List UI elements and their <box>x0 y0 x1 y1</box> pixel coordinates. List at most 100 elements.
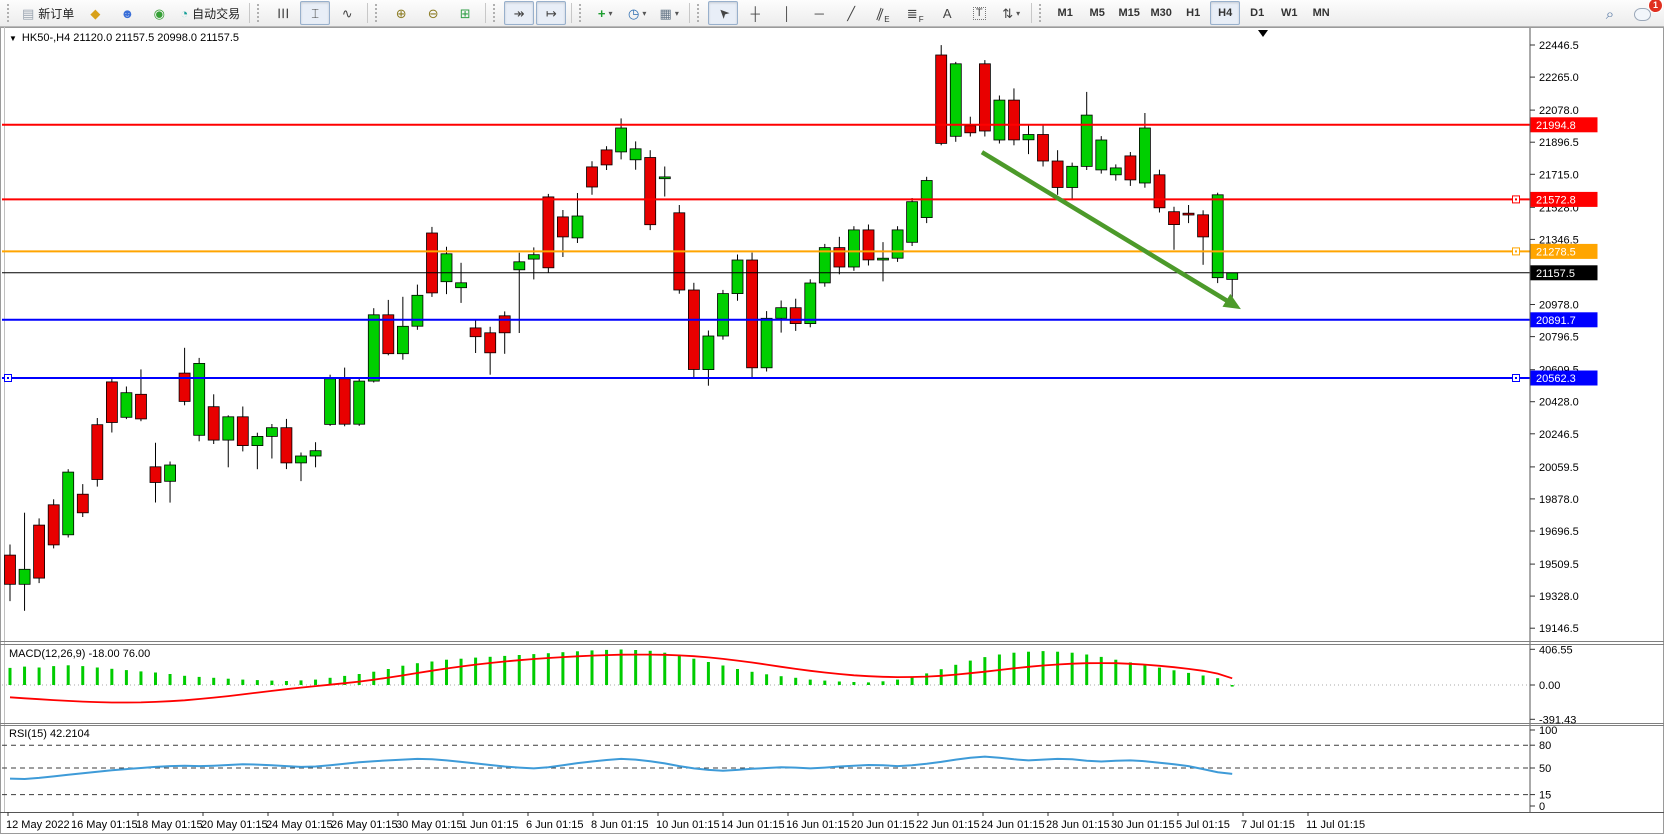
zoom-out-button[interactable]: ⊖ <box>418 1 448 25</box>
toolbar-separator <box>689 3 691 23</box>
timeframe-label: H4 <box>1218 7 1233 19</box>
new-order-button[interactable]: ▤ 新订单 <box>18 1 78 25</box>
chart-canvas[interactable]: 22446.522265.022078.021896.521715.021528… <box>0 27 1664 835</box>
autotrading-button[interactable]: ◔ 自动交易 <box>176 1 244 25</box>
price-tick-label: 19146.5 <box>1539 623 1579 635</box>
timeframe-m1-button[interactable]: M1 <box>1050 1 1080 25</box>
bar-chart-button[interactable]: ☰ <box>268 1 298 25</box>
level-lines-group[interactable] <box>2 123 1530 382</box>
text-button[interactable]: A <box>932 1 962 25</box>
chart-shift-icon: ↦ <box>545 5 557 21</box>
price-tick-label: 21715.0 <box>1539 169 1579 181</box>
autotrading-icon: ◔ <box>180 5 189 21</box>
time-tick-label: 1 Jun 01:15 <box>461 819 519 831</box>
timeframe-mn-button[interactable]: MN <box>1306 1 1336 25</box>
rsi-axis-label: 80 <box>1539 740 1551 752</box>
signals-icon: ◉ <box>153 5 165 21</box>
trendline-button[interactable]: ╱ <box>836 1 866 25</box>
vertical-line-button[interactable]: │ <box>772 1 802 25</box>
periods-button[interactable]: ◷ ▾ <box>622 1 652 25</box>
time-tick-label: 14 Jun 01:15 <box>721 819 785 831</box>
search-icon: ⌕ <box>1605 5 1615 23</box>
timeframe-h4-button[interactable]: H4 <box>1210 1 1241 25</box>
toolbar-grip[interactable] <box>257 4 264 22</box>
symbol-dropdown-icon[interactable]: ▼ <box>9 33 17 43</box>
timeframe-d1-button[interactable]: D1 <box>1242 1 1272 25</box>
trendline-icon: ╱ <box>847 5 856 21</box>
timeframe-h1-button[interactable]: H1 <box>1178 1 1208 25</box>
timeframe-label: W1 <box>1280 7 1298 19</box>
text-label-button[interactable]: T <box>964 1 994 25</box>
time-tick-label: 20 Jun 01:15 <box>851 819 915 831</box>
rsi-axis-label: 50 <box>1539 763 1551 775</box>
toolbar-grip[interactable] <box>697 4 704 22</box>
timeframe-label: M15 <box>1118 7 1140 19</box>
macd-indicator-label: MACD(12,26,9) -18.00 76.00 <box>9 648 151 660</box>
horizontal-line-icon: ─ <box>814 5 824 21</box>
zoom-in-button[interactable]: ⊕ <box>386 1 416 25</box>
timeframe-m5-button[interactable]: M5 <box>1082 1 1112 25</box>
toolbar-separator <box>571 3 573 23</box>
metaeditor-icon: ◆ <box>90 5 101 21</box>
price-badge-text: 20562.3 <box>1536 373 1576 385</box>
price-tick-label: 21896.5 <box>1539 137 1579 149</box>
vertical-line-icon: │ <box>783 5 792 21</box>
auto-scroll-button[interactable]: ↠ <box>504 1 535 25</box>
main-toolbar: ▤ 新订单 ◆ ☻ ◉ ◔ 自动交易 ☰ ⌶ ∿ ⊕ ⊖ ⊞ ↠ ↦ + ▾ ◷ ▾ ▦ ▾ ➤ ┼ │ ─ ╱ ∥ E ≣ F A T ⇅ ▾ M… <box>0 0 1664 27</box>
chart-title: ▼ HK50-,H4 21120.0 21157.5 20998.0 21157… <box>9 32 239 44</box>
tile-windows-button[interactable]: ⊞ <box>450 1 480 25</box>
community-button[interactable]: ☻ <box>112 1 142 25</box>
price-badge <box>1530 191 1598 207</box>
toolbar-grip[interactable] <box>375 4 382 22</box>
toolbar-grip[interactable] <box>493 4 500 22</box>
chevron-down-icon[interactable]: ▾ <box>608 8 613 18</box>
crosshair-button[interactable]: ┼ <box>740 1 770 25</box>
rsi-axis-label: 0 <box>1539 801 1545 813</box>
price-badge-text: 21994.8 <box>1536 120 1576 132</box>
chevron-down-icon[interactable]: ▾ <box>642 8 647 18</box>
chevron-down-icon[interactable]: ▾ <box>1016 8 1021 18</box>
toolbar-separator <box>367 3 369 23</box>
metaeditor-button[interactable]: ◆ <box>80 1 110 25</box>
timeframe-label: M30 <box>1150 7 1172 19</box>
templates-button[interactable]: ▦ ▾ <box>654 1 684 25</box>
price-tick-label: 20059.5 <box>1539 462 1579 474</box>
toolbar-grip[interactable] <box>579 4 586 22</box>
community-icon: ☻ <box>120 5 135 21</box>
channel-button[interactable]: ∥ E <box>868 1 898 25</box>
horizontal-line-button[interactable]: ─ <box>804 1 834 25</box>
new-order-icon: ▤ <box>22 5 35 21</box>
chart-shift-marker[interactable] <box>1258 30 1268 37</box>
chart-shift-button[interactable]: ↦ <box>536 1 567 25</box>
bar-chart-icon: ☰ <box>275 7 291 19</box>
price-tick-label: 19696.5 <box>1539 526 1579 538</box>
price-badge <box>1530 243 1598 259</box>
price-tick-label: 20246.5 <box>1539 429 1579 441</box>
toolbar-grip[interactable] <box>7 4 14 22</box>
timeframe-m30-button[interactable]: M30 <box>1146 1 1176 25</box>
fibonacci-icon: ≣ <box>906 5 918 21</box>
price-badge-text: 20891.7 <box>1536 315 1576 327</box>
search-button[interactable]: ⌕ <box>1595 2 1625 26</box>
fibonacci-button[interactable]: ≣ F <box>900 1 930 25</box>
signals-button[interactable]: ◉ <box>144 1 174 25</box>
text-label-icon: T <box>972 6 986 20</box>
timeframe-m15-button[interactable]: M15 <box>1114 1 1144 25</box>
line-chart-button[interactable]: ∿ <box>332 1 362 25</box>
crosshair-icon: ┼ <box>750 5 760 21</box>
candles-group <box>4 45 1239 611</box>
chevron-down-icon[interactable]: ▾ <box>674 8 679 18</box>
timeframe-w1-button[interactable]: W1 <box>1274 1 1304 25</box>
rsi-axis-label: 15 <box>1539 790 1551 802</box>
price-chart[interactable]: 22446.5 22265.0 22078.0 21896.5 21715.0 21528… <box>0 27 1664 835</box>
notifications-button[interactable]: 1 <box>1627 0 1663 26</box>
price-tick-label: 22446.5 <box>1539 40 1579 52</box>
candlestick-chart-button[interactable]: ⌶ <box>300 1 331 25</box>
tile-windows-icon: ⊞ <box>459 5 471 21</box>
toolbar-grip[interactable] <box>1039 4 1046 22</box>
time-tick-label: 24 May 01:15 <box>266 819 333 831</box>
arrows-button[interactable]: ⇅ ▾ <box>996 1 1026 25</box>
cursor-button[interactable]: ➤ <box>708 1 739 25</box>
indicators-button[interactable]: + ▾ <box>590 1 620 25</box>
trend-arrow[interactable] <box>980 150 1241 310</box>
